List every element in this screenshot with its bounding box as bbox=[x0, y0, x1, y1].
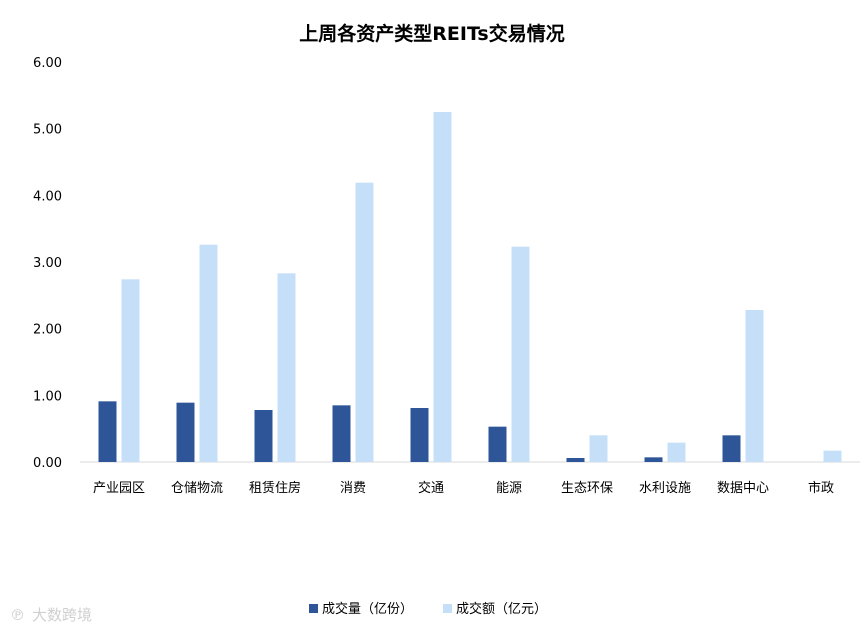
y-tick-label: 0.00 bbox=[33, 456, 62, 471]
bar-turnover bbox=[121, 279, 140, 462]
bar-turnover bbox=[589, 435, 608, 462]
x-tick-label: 水利设施 bbox=[639, 481, 691, 496]
legend-label: 成交量（亿份） bbox=[322, 601, 413, 617]
bar-volume bbox=[566, 458, 585, 462]
x-tick-label: 租赁住房 bbox=[249, 480, 301, 496]
bar-volume bbox=[644, 457, 663, 462]
bar-volume bbox=[410, 408, 429, 462]
bar-volume bbox=[722, 435, 741, 462]
y-tick-label: 1.00 bbox=[33, 389, 62, 404]
watermark-text: 大数跨境 bbox=[32, 606, 92, 624]
bar-turnover bbox=[433, 112, 452, 462]
bar-turnover bbox=[355, 182, 374, 462]
chart-title: 上周各资产类型REITs交易情况 bbox=[299, 22, 564, 45]
y-tick-label: 6.00 bbox=[33, 56, 62, 71]
legend-swatch bbox=[309, 604, 318, 613]
y-tick-label: 4.00 bbox=[33, 189, 62, 204]
x-tick-label: 数据中心 bbox=[717, 481, 769, 496]
watermark-logo: ℗ bbox=[10, 606, 25, 624]
bar-turnover bbox=[745, 310, 764, 462]
y-tick-label: 3.00 bbox=[33, 256, 62, 271]
x-tick-label: 仓储物流 bbox=[171, 481, 223, 496]
x-tick-label: 产业园区 bbox=[93, 481, 145, 496]
x-axis: 产业园区 仓储物流 租赁住房 消费 交通 能源 生态环保 水利设施 数据中心 市政 bbox=[80, 461, 860, 496]
bar-volume bbox=[488, 426, 507, 462]
bar-volume bbox=[176, 402, 195, 462]
x-tick-label: 生态环保 bbox=[561, 481, 613, 496]
watermark: ℗ 大数跨境 bbox=[10, 606, 92, 624]
y-tick-label: 5.00 bbox=[33, 123, 62, 138]
legend-label: 成交额（亿元） bbox=[456, 601, 547, 617]
bars bbox=[98, 112, 842, 462]
legend-swatch bbox=[443, 604, 452, 613]
x-tick-label: 能源 bbox=[496, 481, 522, 496]
legend: 成交量（亿份） 成交额（亿元） bbox=[309, 601, 547, 617]
bar-volume bbox=[254, 410, 273, 462]
bar-volume bbox=[98, 401, 117, 462]
bar-turnover bbox=[667, 442, 686, 462]
bar-volume bbox=[332, 405, 351, 462]
bar-turnover bbox=[511, 246, 530, 462]
y-axis: 0.00 1.00 2.00 3.00 4.00 5.00 6.00 bbox=[33, 56, 62, 471]
bar-turnover bbox=[823, 450, 842, 462]
x-tick-label: 消费 bbox=[340, 481, 366, 496]
y-tick-label: 2.00 bbox=[33, 323, 62, 338]
bar-turnover bbox=[277, 273, 296, 462]
bar-turnover bbox=[199, 244, 218, 462]
x-tick-label: 交通 bbox=[418, 480, 444, 496]
x-tick-label: 市政 bbox=[808, 480, 834, 496]
